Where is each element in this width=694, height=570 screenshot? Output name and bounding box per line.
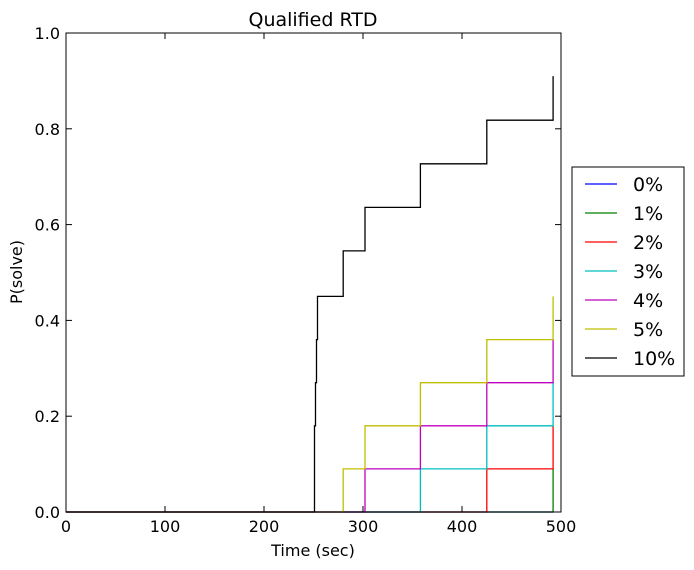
y-tick-label: 0.4 xyxy=(35,311,60,330)
plot-frame xyxy=(65,32,562,513)
y-axis-label: P(solve) xyxy=(7,240,26,304)
tick-group: 0 100 200 300 400 500 0.0 0.2 0.4 0.6 0.8 1.0 xyxy=(35,24,577,536)
y-tick-label: 1.0 xyxy=(35,24,60,43)
x-tick-label: 500 xyxy=(546,517,577,536)
legend-entries: 0% 1% 2% 3% 4% 5% 10% xyxy=(585,174,675,370)
series-group xyxy=(66,76,554,513)
legend-label-6: 10% xyxy=(633,348,675,370)
series-line-3 xyxy=(66,382,554,513)
legend: 0% 1% 2% 3% 4% 5% 10% xyxy=(571,166,685,377)
x-tick-label: 400 xyxy=(447,517,478,536)
legend-label-5: 5% xyxy=(633,319,663,341)
y-tick-label: 0.2 xyxy=(35,407,60,426)
legend-label-4: 4% xyxy=(633,290,663,312)
x-tick-label: 200 xyxy=(249,517,280,536)
chart-title: Qualified RTD xyxy=(248,9,377,31)
plot-area: 0 100 200 300 400 500 0.0 0.2 0.4 0.6 0.8 1.0 xyxy=(35,24,577,536)
legend-label-3: 3% xyxy=(633,261,663,283)
y-tick-label: 0.6 xyxy=(35,216,60,235)
legend-frame xyxy=(571,166,685,377)
x-axis-label: Time (sec) xyxy=(270,541,355,560)
legend-label-1: 1% xyxy=(633,203,663,225)
series-line-5 xyxy=(66,296,554,513)
x-tick-label: 0 xyxy=(61,517,71,536)
series-line-6 xyxy=(66,76,554,513)
y-tick-label: 0.8 xyxy=(35,120,60,139)
legend-label-2: 2% xyxy=(633,232,663,254)
series-line-1 xyxy=(66,468,554,513)
y-tick-label: 0.0 xyxy=(35,503,60,522)
x-tick-label: 300 xyxy=(348,517,379,536)
x-tick-label: 100 xyxy=(150,517,181,536)
legend-label-0: 0% xyxy=(633,174,663,196)
series-line-4 xyxy=(66,339,554,513)
